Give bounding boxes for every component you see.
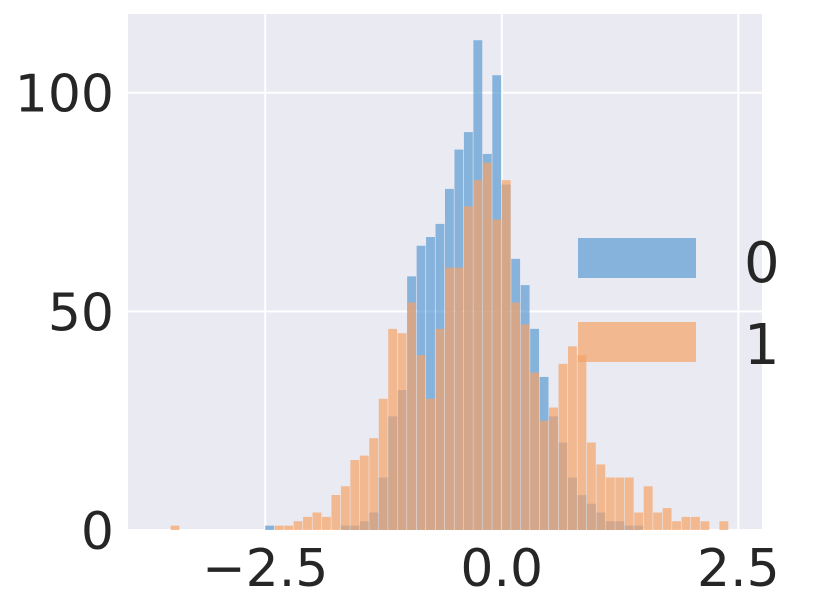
- histogram-bar-series-1: [321, 516, 331, 530]
- histogram-bar-series-1: [378, 398, 388, 530]
- histogram-bar-series-1: [350, 460, 360, 530]
- x-tick-label: −2.5: [202, 539, 328, 599]
- histogram-bar-series-1: [340, 486, 350, 530]
- histogram-bar-series-1: [359, 455, 369, 530]
- histogram-bar-series-1: [672, 521, 681, 530]
- y-tick-labels: 0 50 100: [15, 65, 114, 562]
- legend-swatch-1: [578, 322, 696, 362]
- histogram-bar-series-1: [397, 333, 407, 530]
- x-tick-label: 0.0: [460, 539, 543, 599]
- histogram-bar-series-1: [407, 302, 417, 530]
- histogram-bar-series-1: [511, 302, 521, 530]
- histogram-bar-series-1: [445, 267, 454, 530]
- histogram-bar-series-0: [426, 237, 435, 530]
- y-tick-label: 100: [15, 65, 114, 125]
- histogram-bar-series-1: [293, 521, 303, 530]
- histogram-bar-series-1: [634, 512, 644, 530]
- histogram-bar-series-1: [539, 420, 549, 530]
- x-tick-label: 2.5: [697, 539, 780, 599]
- histogram-bar-series-1: [596, 464, 606, 530]
- histogram-bar-series-1: [369, 438, 379, 530]
- histogram-bar-series-1: [605, 477, 615, 530]
- histogram-bar-series-1: [568, 346, 577, 530]
- histogram-bar-series-1: [719, 521, 729, 530]
- histogram-bar-series-1: [435, 328, 445, 530]
- histogram-bar-series-1: [303, 516, 312, 530]
- histogram-bar-series-1: [615, 477, 625, 530]
- histogram-bar-series-1: [454, 267, 464, 530]
- histogram-bar-series-1: [284, 525, 293, 530]
- histogram-bar-series-1: [331, 495, 341, 530]
- bars: [170, 40, 729, 531]
- histogram-bar-series-1: [681, 516, 691, 530]
- histogram-bar-series-1: [426, 398, 435, 530]
- x-tick-labels: −2.5 0.0 2.5: [202, 539, 780, 599]
- legend-swatch-0: [578, 238, 696, 278]
- histogram-bar-series-0: [265, 525, 275, 530]
- histogram-bar-series-1: [586, 442, 596, 530]
- histogram-bar-series-1: [520, 324, 530, 530]
- histogram-bar-series-1: [700, 521, 710, 530]
- legend-label-1: 1: [744, 313, 780, 378]
- histogram-bar-series-1: [577, 355, 587, 530]
- histogram-bar-series-1: [473, 180, 483, 530]
- histogram-bar-series-1: [691, 516, 700, 530]
- histogram-bar-series-1: [492, 219, 502, 530]
- histogram-bar-series-1: [274, 525, 284, 530]
- histogram-bar-series-1: [530, 372, 540, 530]
- histogram-bar-series-1: [312, 512, 322, 530]
- histogram-bar-series-1: [549, 407, 558, 530]
- y-tick-label: 50: [48, 283, 114, 343]
- histogram-bar-series-1: [482, 162, 492, 530]
- y-tick-label: 0: [81, 502, 114, 562]
- histogram-bar-series-1: [662, 508, 672, 530]
- histogram-bar-series-1: [653, 512, 663, 530]
- legend: 0 1: [578, 231, 780, 378]
- histogram-bar-series-1: [388, 328, 398, 530]
- histogram-bar-series-1: [624, 477, 634, 530]
- histogram-bar-series-1: [170, 525, 180, 530]
- legend-label-0: 0: [744, 231, 780, 296]
- histogram-bar-series-1: [416, 355, 426, 530]
- histogram-bar-series-1: [501, 180, 511, 530]
- histogram-bar-series-1: [643, 486, 653, 530]
- histogram-bar-series-1: [558, 363, 568, 530]
- histogram-bar-series-1: [463, 206, 473, 530]
